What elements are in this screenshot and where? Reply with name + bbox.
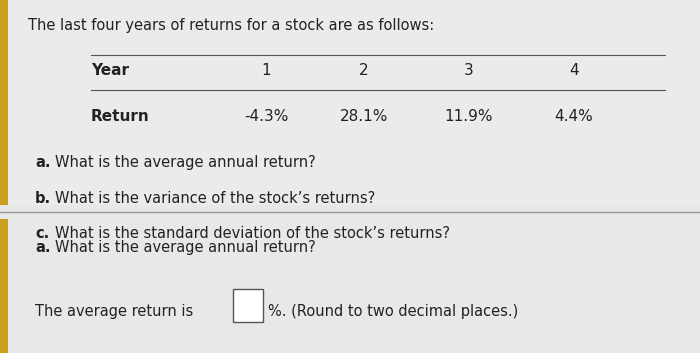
Text: a.: a. — [35, 240, 50, 255]
Text: What is the standard deviation of the stock’s returns?: What is the standard deviation of the st… — [55, 226, 449, 241]
Text: -4.3%: -4.3% — [244, 109, 288, 124]
Text: 3: 3 — [464, 63, 474, 78]
Text: 11.9%: 11.9% — [444, 109, 493, 124]
Text: What is the average annual return?: What is the average annual return? — [55, 155, 315, 170]
Text: c.: c. — [35, 226, 49, 241]
Text: 1: 1 — [261, 63, 271, 78]
Text: 4.4%: 4.4% — [554, 109, 594, 124]
Text: %. (Round to two decimal places.): %. (Round to two decimal places.) — [268, 304, 518, 318]
Text: What is the average annual return?: What is the average annual return? — [55, 240, 315, 255]
FancyBboxPatch shape — [0, 0, 8, 205]
Text: 28.1%: 28.1% — [340, 109, 389, 124]
Text: 2: 2 — [359, 63, 369, 78]
Text: 4: 4 — [569, 63, 579, 78]
Text: b.: b. — [35, 191, 51, 205]
FancyBboxPatch shape — [0, 219, 8, 353]
Text: Year: Year — [91, 63, 129, 78]
Text: Return: Return — [91, 109, 150, 124]
FancyBboxPatch shape — [233, 289, 262, 322]
Text: The last four years of returns for a stock are as follows:: The last four years of returns for a sto… — [28, 18, 434, 32]
Text: a.: a. — [35, 155, 50, 170]
FancyBboxPatch shape — [0, 219, 700, 353]
Text: What is the variance of the stock’s returns?: What is the variance of the stock’s retu… — [55, 191, 375, 205]
Text: The average return is: The average return is — [35, 304, 193, 318]
FancyBboxPatch shape — [0, 0, 700, 205]
